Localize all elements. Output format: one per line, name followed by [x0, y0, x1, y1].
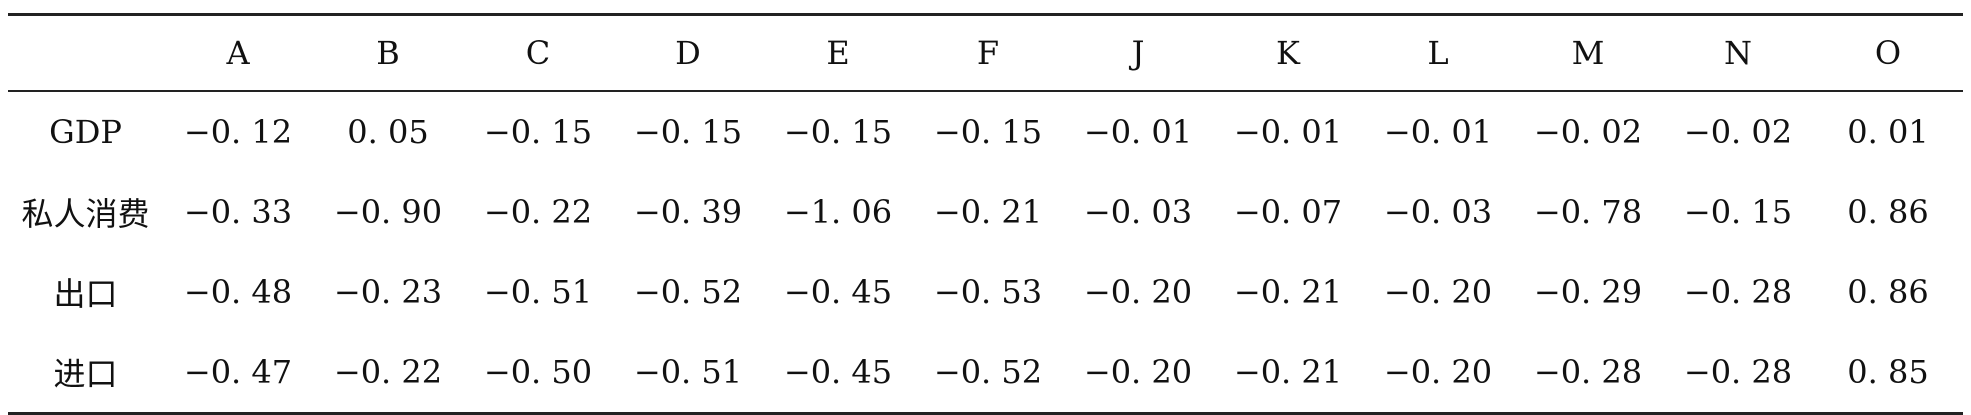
table-cell: −0. 23: [333, 273, 443, 311]
table-cell: −0. 50: [483, 353, 593, 391]
table-row: 进口 −0. 47 −0. 22 −0. 50 −0. 51 −0. 45 −0…: [8, 332, 1963, 414]
table-cell: −0. 12: [183, 113, 293, 151]
table-cell: −0. 51: [633, 353, 743, 391]
table-cell: −0. 22: [483, 193, 593, 231]
table-cell: −0. 29: [1533, 273, 1643, 311]
row-label: 出口: [53, 275, 118, 313]
table-cell: −0. 53: [933, 273, 1043, 311]
table-cell: −0. 21: [1233, 353, 1343, 391]
column-header: M: [1571, 34, 1605, 72]
column-header: F: [976, 34, 1000, 72]
table-cell: 0. 05: [347, 113, 429, 151]
table-row: 出口 −0. 48 −0. 23 −0. 51 −0. 52 −0. 45 −0…: [8, 252, 1963, 332]
row-label: GDP: [49, 113, 122, 151]
table-cell: −0. 20: [1083, 353, 1193, 391]
table-cell: −0. 01: [1233, 113, 1343, 151]
table-cell: −0. 15: [483, 113, 593, 151]
column-header: A: [226, 34, 250, 72]
column-header: E: [826, 34, 850, 72]
table-cell: −0. 21: [1233, 273, 1343, 311]
table-cell: −0. 20: [1083, 273, 1193, 311]
table-cell: −0. 78: [1533, 193, 1643, 231]
row-label: 进口: [53, 355, 118, 393]
column-header: N: [1724, 34, 1752, 72]
header-corner-cell: [8, 15, 163, 92]
table-cell: −0. 28: [1683, 273, 1793, 311]
table-cell: −0. 20: [1383, 273, 1493, 311]
table-cell: −0. 39: [633, 193, 743, 231]
table-row: GDP −0. 12 0. 05 −0. 15 −0. 15 −0. 15 −0…: [8, 91, 1963, 172]
table-cell: −0. 51: [483, 273, 593, 311]
column-header: B: [376, 34, 400, 72]
table-cell: −0. 03: [1383, 193, 1493, 231]
table-cell: −0. 33: [183, 193, 293, 231]
data-table-container: A B C D E F J K L M N O GDP −0. 12 0. 05…: [8, 13, 1963, 415]
table-cell: −0. 02: [1533, 113, 1643, 151]
table-cell: −0. 15: [1683, 193, 1793, 231]
table-cell: −0. 03: [1083, 193, 1193, 231]
table-cell: −0. 22: [333, 353, 443, 391]
table-cell: 0. 85: [1847, 353, 1929, 391]
table-cell: −0. 28: [1533, 353, 1643, 391]
table-cell: −0. 48: [183, 273, 293, 311]
table-cell: −0. 90: [333, 193, 443, 231]
table-cell: −0. 52: [633, 273, 743, 311]
column-header: C: [525, 34, 551, 72]
table-cell: −0. 15: [933, 113, 1043, 151]
table-cell: −0. 47: [183, 353, 293, 391]
table-cell: −0. 45: [783, 273, 893, 311]
table-cell: −0. 01: [1083, 113, 1193, 151]
column-header: K: [1276, 34, 1300, 72]
table-cell: −1. 06: [783, 193, 893, 231]
table-cell: 0. 01: [1847, 113, 1929, 151]
table-cell: −0. 01: [1383, 113, 1493, 151]
table-cell: −0. 28: [1683, 353, 1793, 391]
table-header-row: A B C D E F J K L M N O: [8, 14, 1963, 92]
table-cell: −0. 07: [1233, 193, 1343, 231]
row-label: 私人消费: [21, 195, 150, 233]
data-table: A B C D E F J K L M N O GDP −0. 12 0. 05…: [8, 13, 1963, 415]
table-cell: −0. 21: [933, 193, 1043, 231]
column-header: L: [1427, 34, 1449, 72]
table-row: 私人消费 −0. 33 −0. 90 −0. 22 −0. 39 −1. 06 …: [8, 172, 1963, 252]
column-header: O: [1874, 34, 1902, 72]
table-cell: 0. 86: [1847, 273, 1929, 311]
table-cell: −0. 20: [1383, 353, 1493, 391]
column-header: D: [675, 34, 701, 72]
table-cell: −0. 02: [1683, 113, 1793, 151]
table-cell: −0. 52: [933, 353, 1043, 391]
column-header: J: [1131, 34, 1145, 72]
table-cell: −0. 45: [783, 353, 893, 391]
table-cell: 0. 86: [1847, 193, 1929, 231]
table-cell: −0. 15: [633, 113, 743, 151]
table-cell: −0. 15: [783, 113, 893, 151]
